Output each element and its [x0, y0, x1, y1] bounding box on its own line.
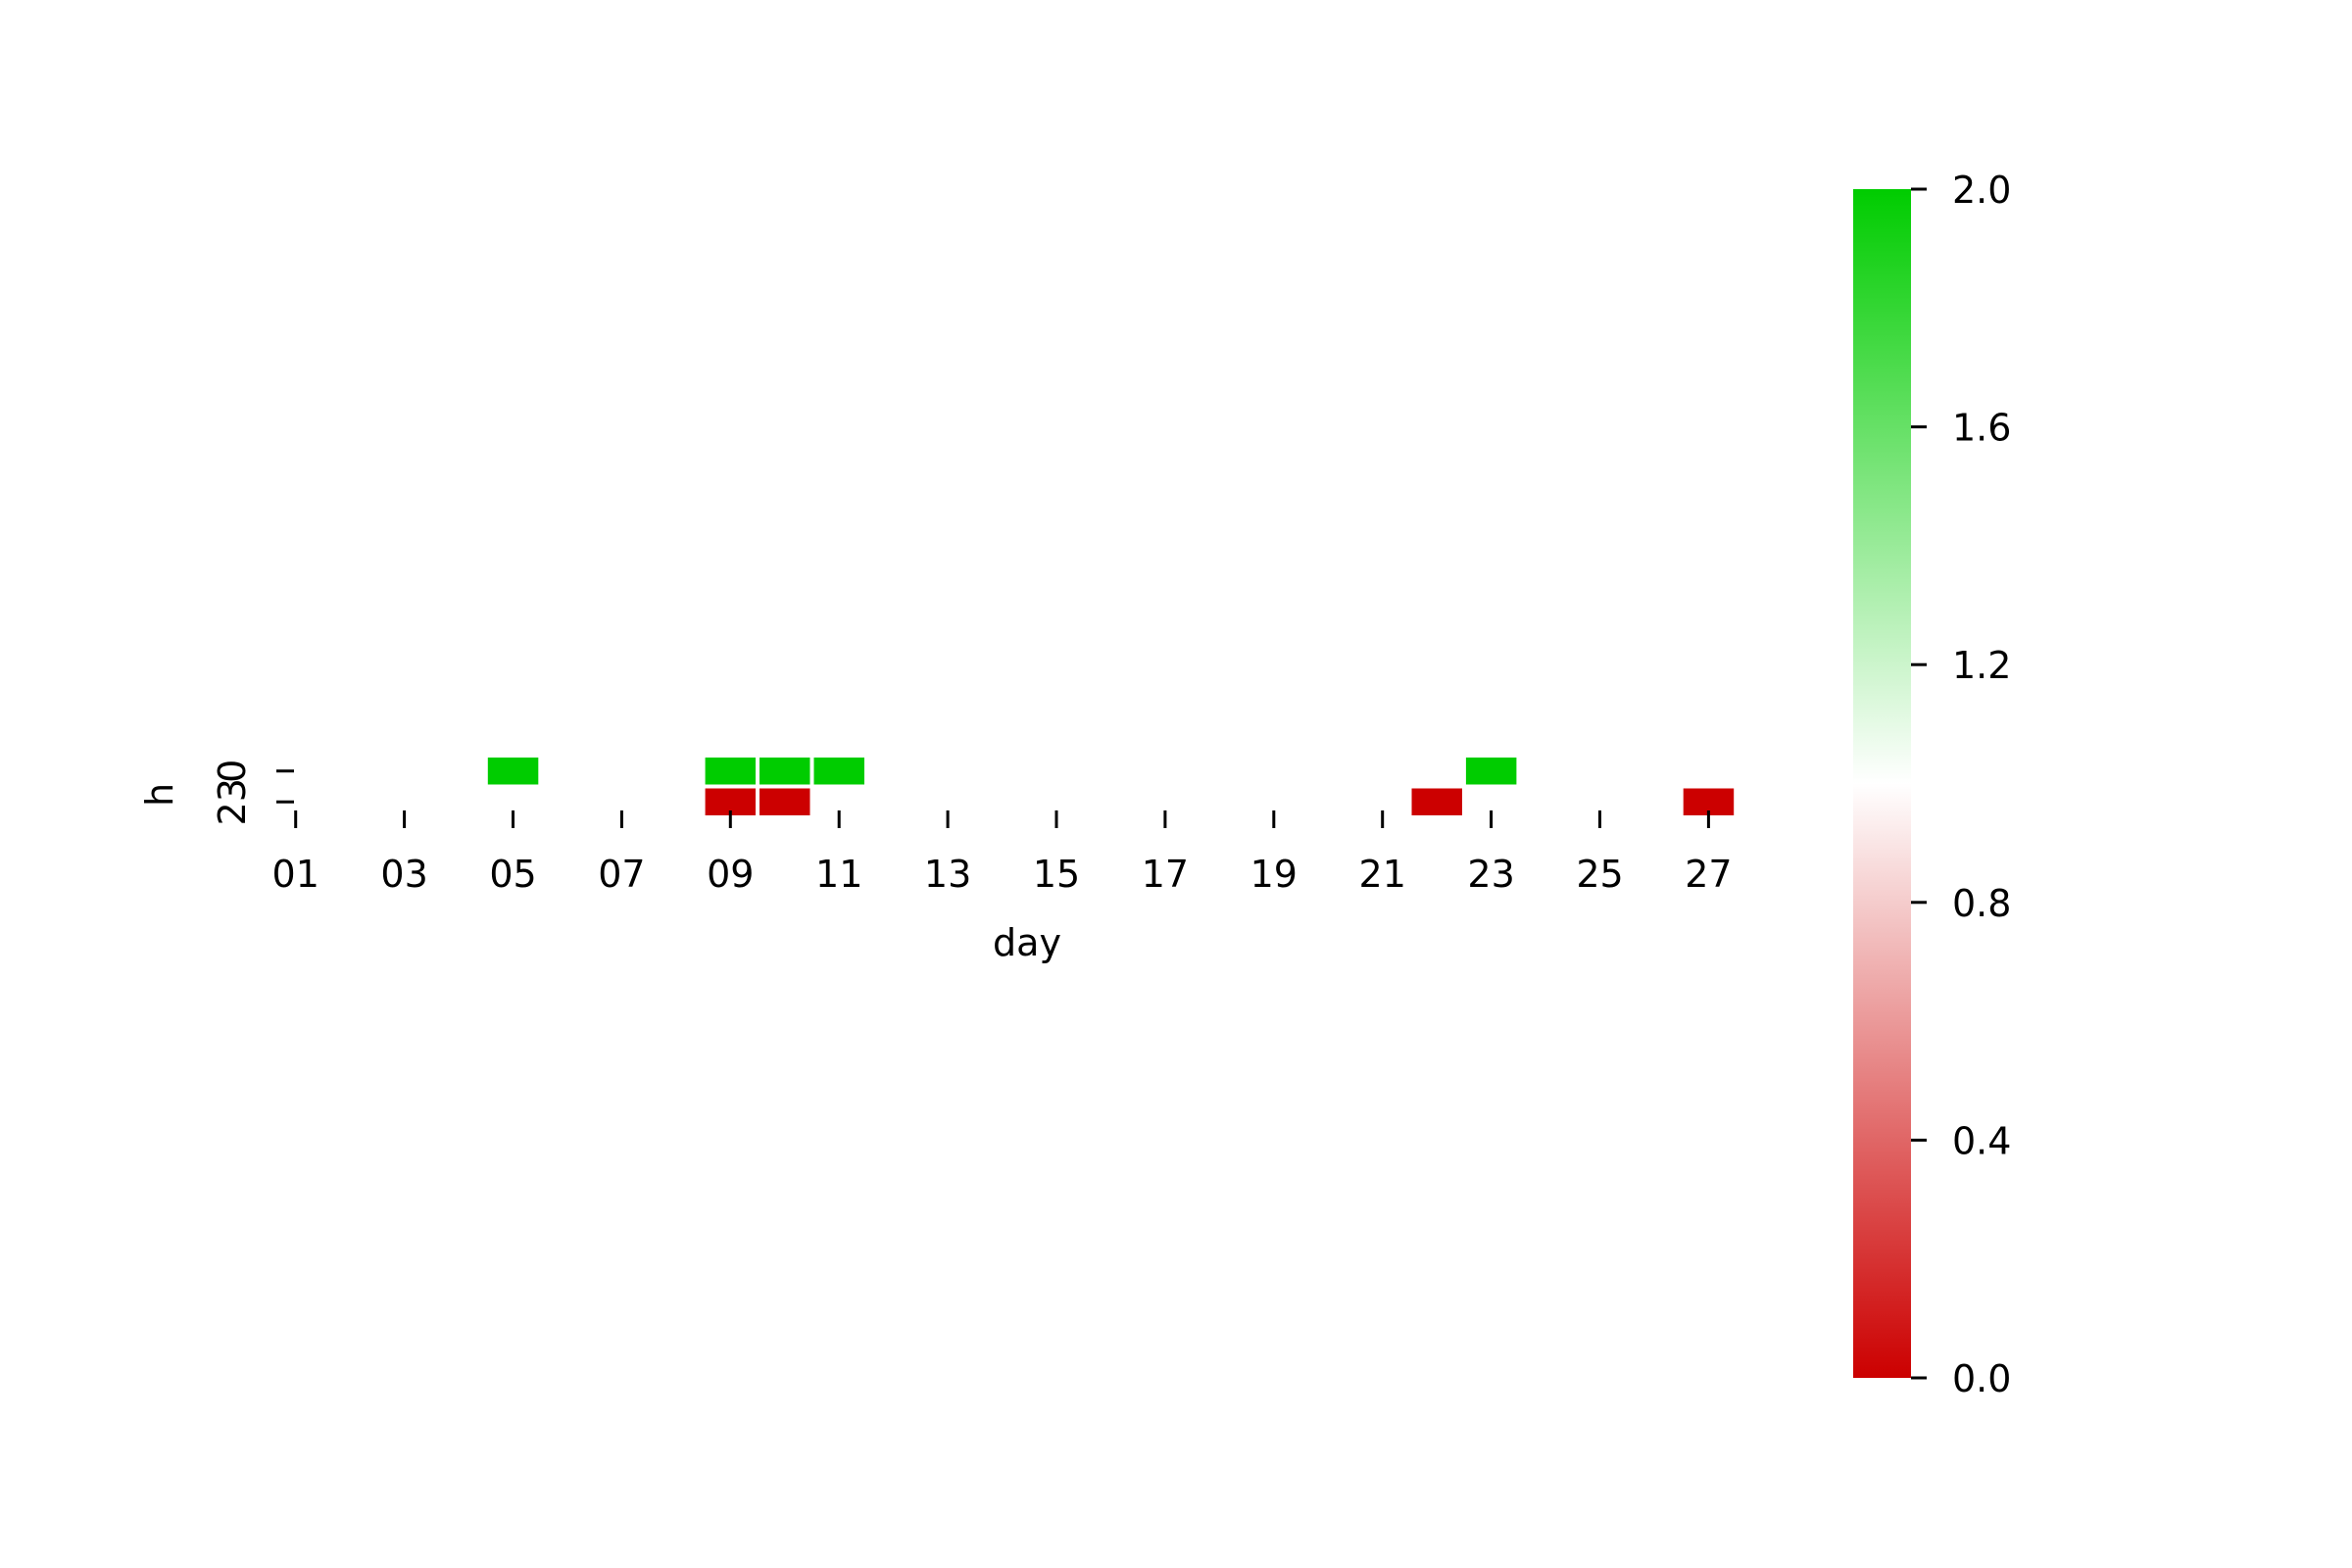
colorbar-tick-label: 0.0 — [1952, 1357, 2011, 1400]
x-tick-label: 03 — [380, 853, 427, 896]
heatmap-cell — [809, 754, 868, 789]
x-tick-label: 15 — [1033, 853, 1080, 896]
x-tick-label: 05 — [489, 853, 536, 896]
colorbar-axis: 0.0 0.4 0.8 1.2 1.6 2.0 — [1911, 169, 2011, 1400]
heatmap-cell — [1461, 754, 1521, 789]
colorbar — [1853, 189, 1911, 1378]
x-tick-label: 21 — [1359, 853, 1406, 896]
colorbar-tick-label: 1.2 — [1952, 644, 2011, 687]
y-axis-label: h — [138, 783, 181, 807]
x-tick-label: 01 — [272, 853, 319, 896]
x-tick-label: 11 — [815, 853, 862, 896]
colorbar-tick-label: 1.6 — [1952, 407, 2011, 450]
heatmap-cell — [1407, 784, 1466, 819]
colorbar-tick-label: 2.0 — [1952, 169, 2011, 212]
heatmap-cell — [756, 754, 814, 789]
y-tick-label: 0 — [211, 760, 254, 783]
x-tick-label: 25 — [1576, 853, 1623, 896]
x-tick-label: 27 — [1685, 853, 1732, 896]
x-tick-label: 19 — [1250, 853, 1298, 896]
heatmap-cell — [483, 754, 543, 789]
colorbar-tick-label: 0.8 — [1952, 882, 2011, 925]
x-tick-label: 09 — [707, 853, 754, 896]
x-axis-label: day — [993, 921, 1061, 964]
colorbar-tick-label: 0.4 — [1952, 1119, 2011, 1162]
x-tick-label: 13 — [924, 853, 971, 896]
y-tick-label: 23 — [211, 778, 254, 825]
heatmap-cell — [756, 784, 814, 819]
heatmap-cell — [701, 754, 760, 789]
x-tick-label: 23 — [1467, 853, 1514, 896]
x-tick-label: 07 — [598, 853, 645, 896]
x-tick-label: 17 — [1142, 853, 1189, 896]
heatmap-cells — [483, 754, 1739, 819]
